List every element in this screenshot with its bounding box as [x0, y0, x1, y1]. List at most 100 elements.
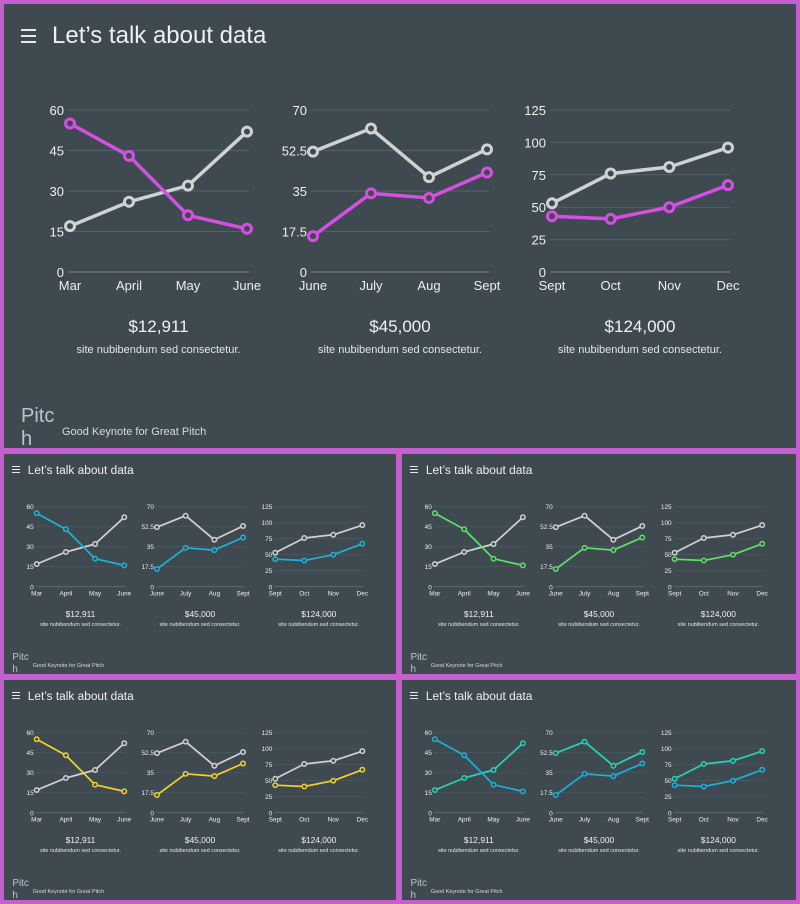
data-point [700, 783, 707, 790]
y-tick-label: 0 [549, 584, 553, 591]
metric-value: $12,911 [128, 317, 189, 336]
y-tick-label: 0 [668, 810, 672, 817]
data-point [490, 541, 497, 547]
data-point [581, 512, 588, 519]
y-tick-label: 70 [147, 730, 155, 737]
y-tick-label: 100 [524, 135, 546, 150]
y-tick-label: 0 [30, 584, 34, 591]
data-point [307, 145, 319, 158]
line-chart-2: 0 17.5 35 52.5 70 June July Aug Sept [141, 504, 249, 598]
data-point [121, 788, 128, 795]
data-point [365, 187, 377, 200]
x-tick-label: Mar [59, 278, 82, 293]
slide-4: Let’s talk about data 0 15 30 45 60 Mar April Ma… [4, 680, 396, 900]
hamburger-menu-icon[interactable] [410, 466, 418, 474]
metric-caption: site nubibendum sed consectetur. [159, 622, 241, 629]
brand-logo-line1: Pitc [12, 878, 29, 890]
menu-icon-bar [21, 41, 36, 43]
data-point [490, 767, 497, 773]
y-tick-label: 17.5 [540, 564, 553, 571]
hamburger-menu-icon[interactable] [21, 29, 36, 43]
brand-logo-line1: Pitc [410, 878, 428, 890]
data-point [307, 230, 319, 243]
data-point [272, 775, 279, 782]
data-point [33, 510, 40, 517]
hamburger-menu-icon[interactable] [12, 466, 20, 474]
data-point [552, 792, 559, 798]
data-point [671, 556, 678, 563]
series-line-1 [274, 524, 364, 554]
data-point [639, 749, 646, 755]
data-point [211, 773, 218, 780]
y-tick-label: 30 [27, 770, 35, 777]
y-tick-label: 75 [532, 168, 546, 183]
menu-icon-bar [410, 469, 418, 471]
series-line-2 [554, 762, 644, 796]
metric-value: $12,911 [463, 835, 494, 846]
metric-caption: site nubibendum sed consectetur. [278, 622, 360, 629]
data-point [272, 549, 279, 556]
hamburger-menu-icon[interactable] [410, 692, 418, 700]
x-tick-label: June [516, 591, 530, 598]
y-tick-label: 0 [150, 584, 154, 591]
x-tick-label: May [176, 278, 201, 293]
x-tick-label: Sept [236, 591, 249, 598]
y-tick-label: 52.5 [141, 750, 154, 757]
data-point [153, 566, 160, 572]
hamburger-menu-icon[interactable] [12, 692, 20, 700]
x-tick-label: June [150, 591, 164, 598]
data-point [604, 167, 617, 180]
x-tick-label: Oct [601, 278, 622, 293]
slide-title: Let’s talk about data [425, 462, 533, 477]
x-tick-label: Dec [357, 817, 369, 824]
y-tick-label: 15 [27, 790, 35, 797]
metric-caption: site nubibendum sed consectetur. [278, 848, 360, 855]
y-tick-label: 35 [147, 770, 155, 777]
data-point [240, 523, 247, 529]
y-tick-label: 100 [262, 746, 273, 753]
y-tick-label: 100 [262, 520, 273, 527]
y-tick-label: 45 [27, 750, 35, 757]
x-tick-label: Sept [636, 591, 649, 598]
series-line-2 [35, 738, 126, 793]
line-chart-1: 0 15 30 45 60 Mar April May June [425, 504, 531, 598]
x-tick-label: Aug [209, 591, 221, 598]
data-point [519, 740, 526, 747]
x-tick-label: Sept [474, 278, 501, 293]
metric-value: $124,000 [604, 317, 676, 336]
brand-logo-line1: Pitc [21, 405, 55, 427]
x-tick-label: May [89, 591, 102, 598]
x-tick-label: Aug [608, 817, 620, 824]
x-tick-label: Aug [608, 591, 620, 598]
data-point [431, 736, 438, 743]
data-point [581, 544, 588, 551]
y-tick-label: 0 [300, 265, 307, 280]
data-point [33, 561, 40, 568]
y-tick-label: 45 [425, 750, 433, 757]
brand-logo-line1: Pitc [12, 652, 29, 664]
data-point [301, 557, 308, 564]
data-point [241, 222, 253, 235]
brand-logo-line2: h [21, 428, 33, 448]
metric-caption: site nubibendum sed consectetur. [558, 344, 722, 356]
menu-icon-bar [410, 466, 418, 468]
x-tick-label: June [549, 591, 563, 598]
data-point [211, 536, 218, 543]
menu-icon-bar [410, 472, 418, 474]
menu-icon-bar [410, 695, 418, 697]
data-point [610, 536, 617, 543]
y-tick-label: 0 [428, 810, 432, 817]
brand-tagline: Good Keynote for Great Pitch [32, 889, 105, 896]
slide-title: Let’s talk about data [52, 22, 267, 49]
y-tick-label: 15 [27, 564, 35, 571]
y-tick-label: 17.5 [141, 564, 154, 571]
x-tick-label: Mar [31, 591, 43, 598]
data-point [546, 210, 558, 223]
y-tick-label: 0 [30, 810, 34, 817]
y-tick-label: 75 [664, 762, 672, 769]
y-tick-label: 70 [147, 504, 155, 511]
series-line-1 [554, 740, 644, 767]
data-point [604, 212, 617, 225]
metric-caption: site nubibendum sed consectetur. [318, 344, 482, 356]
